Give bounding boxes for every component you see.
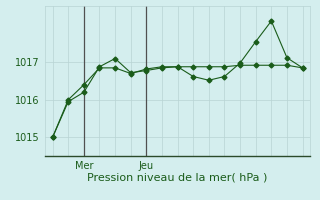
X-axis label: Pression niveau de la mer( hPa ): Pression niveau de la mer( hPa ) [87,172,268,182]
